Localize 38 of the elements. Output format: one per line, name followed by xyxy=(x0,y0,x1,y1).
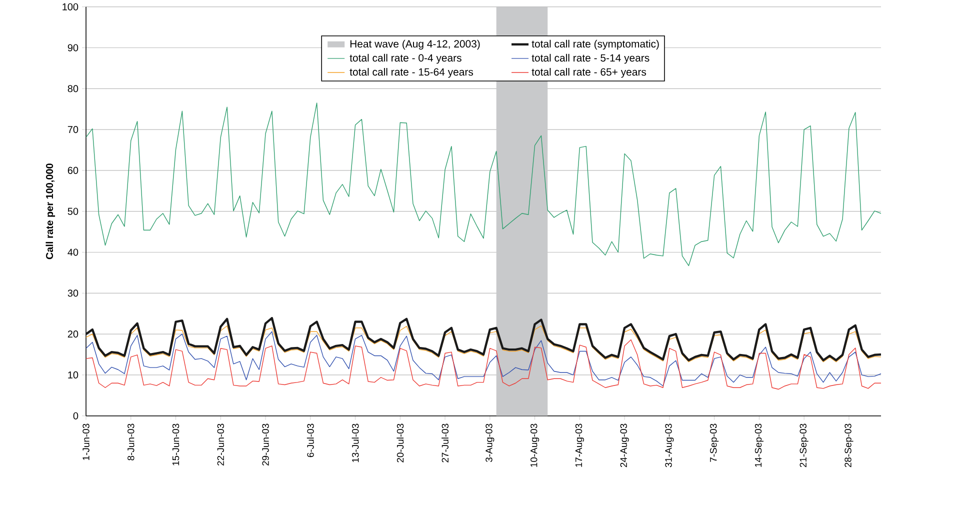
y-tick-label: 90 xyxy=(68,44,78,52)
x-tick-label: 20-Jul-03 xyxy=(396,424,404,462)
y-tick-label: 20 xyxy=(68,330,78,338)
x-tick-label: 13-Jul-03 xyxy=(352,424,359,462)
x-tick-label: 29-Jun-03 xyxy=(262,424,269,466)
line-series xyxy=(86,102,882,266)
legend-label: total call rate (symptomatic) xyxy=(532,40,659,50)
y-tick-label: 30 xyxy=(68,290,78,297)
x-tick-label: 14-Sep-03 xyxy=(754,424,764,467)
y-tick-label: 40 xyxy=(68,248,78,256)
x-tick-label: 22-Jun-03 xyxy=(217,424,224,466)
x-tick-label: 24-Aug-03 xyxy=(620,424,629,468)
y-tick-label: 100 xyxy=(62,3,78,10)
legend-label: total call rate - 5-14 years xyxy=(532,54,650,64)
x-tick-label: 7-Sep-03 xyxy=(710,424,719,462)
y-tick-label: 80 xyxy=(68,85,78,92)
y-tick-label: 70 xyxy=(68,126,78,134)
x-tick-label: 6-Jul-03 xyxy=(306,424,314,458)
x-tick-label: 21-Sep-03 xyxy=(800,424,808,468)
legend-label: total call rate - 65+ years xyxy=(532,68,646,78)
x-tick-label: 1-Jun-03 xyxy=(82,424,90,460)
x-tick-label: 27-Jul-03 xyxy=(442,424,449,462)
y-tick-label: 60 xyxy=(68,167,78,174)
x-tick-label: 10-Aug-03 xyxy=(530,424,540,467)
x-tick-label: 31-Aug-03 xyxy=(665,424,674,468)
x-tick-label: 3-Aug-03 xyxy=(486,424,494,462)
band-label: Heat wave (Aug 4-12, 2003) xyxy=(350,40,480,50)
x-tick-label: 8-Jun-03 xyxy=(128,424,134,460)
x-tick-label: 28-Sep-03 xyxy=(844,424,854,468)
legend-label: total call rate - 15-64 years xyxy=(350,68,474,78)
y-tick-label: 50 xyxy=(68,208,78,215)
legend-label: total call rate - 0-4 years xyxy=(350,54,462,64)
line-series xyxy=(86,340,882,390)
y-axis-title: Call rate per 100,000 xyxy=(46,164,56,260)
x-tick-label: 17-Aug-03 xyxy=(575,424,584,467)
y-tick-label: 10 xyxy=(68,372,78,379)
x-tick-label: 15-Jun-03 xyxy=(172,424,180,466)
y-tick-label: 0 xyxy=(73,412,78,420)
